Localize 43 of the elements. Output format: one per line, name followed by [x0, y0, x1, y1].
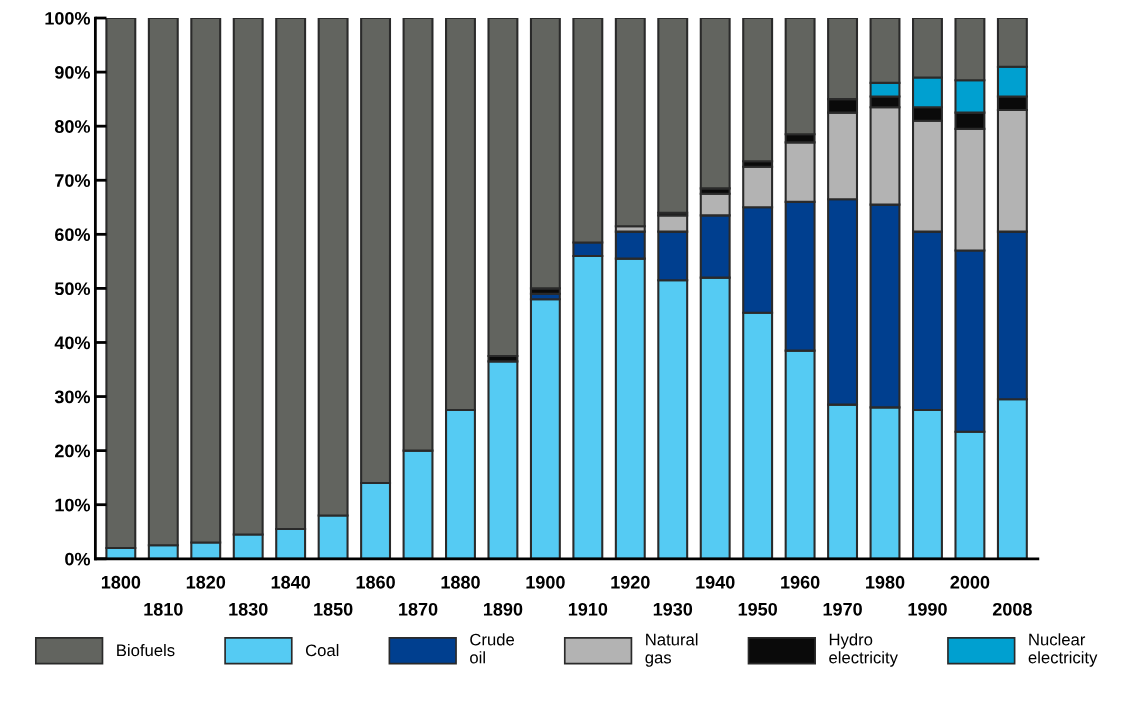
- x-tick-label: 1940: [696, 575, 735, 589]
- y-tick-label: 100%: [45, 11, 91, 25]
- x-tick-label: 1810: [144, 602, 183, 616]
- x-tick-label: 1870: [399, 602, 438, 616]
- y-tick-label: 80%: [54, 120, 91, 133]
- bar: [529, 298, 561, 559]
- x-tick-label: 1970: [823, 602, 862, 616]
- legend-label: Biofuels: [117, 643, 175, 657]
- x-tick-label: 2000: [950, 575, 990, 589]
- bar: [487, 18, 519, 358]
- x-tick-label: 1960: [781, 575, 820, 589]
- y-tick-label: 10%: [55, 498, 91, 512]
- x-tick-label: 2008: [992, 602, 1032, 616]
- y-tick-label: 30%: [54, 390, 91, 404]
- bar: [657, 18, 689, 214]
- y-tick-label: 50%: [54, 282, 91, 296]
- legend-label: Hydro electricity: [829, 633, 898, 667]
- x-tick-label: 1930: [653, 602, 693, 616]
- y-tick-label: 40%: [54, 336, 91, 350]
- x-tick-label: 1800: [101, 575, 141, 589]
- y-tick-label: 0%: [65, 552, 91, 566]
- x-tick-label: 1840: [271, 575, 310, 589]
- x-tick-label: 1890: [483, 602, 523, 616]
- legend-label: Nuclear electricity: [1028, 633, 1098, 667]
- y-tick-label: 60%: [55, 228, 91, 242]
- x-tick-label: 1850: [314, 602, 353, 616]
- x-tick-label: 1880: [441, 575, 480, 589]
- legend-label: Coal: [305, 643, 339, 657]
- x-tick-label: 1920: [611, 575, 650, 589]
- y-tick-label: 70%: [55, 174, 91, 187]
- x-tick-label: 1820: [186, 575, 226, 589]
- legend-label: Crude oil: [470, 633, 515, 664]
- x-tick-label: 1980: [866, 575, 905, 589]
- x-tick-label: 1830: [229, 602, 268, 616]
- y-tick-label: 20%: [55, 444, 91, 458]
- y-tick-label: 90%: [55, 66, 91, 79]
- x-tick-label: 1990: [908, 602, 947, 616]
- x-tick-label: 1910: [568, 602, 608, 616]
- x-tick-label: 1950: [738, 602, 777, 616]
- bar: [487, 360, 519, 559]
- x-tick-label: 1900: [526, 575, 565, 589]
- x-tick-label: 1860: [356, 575, 395, 589]
- legend-label: Natural gas: [645, 633, 698, 667]
